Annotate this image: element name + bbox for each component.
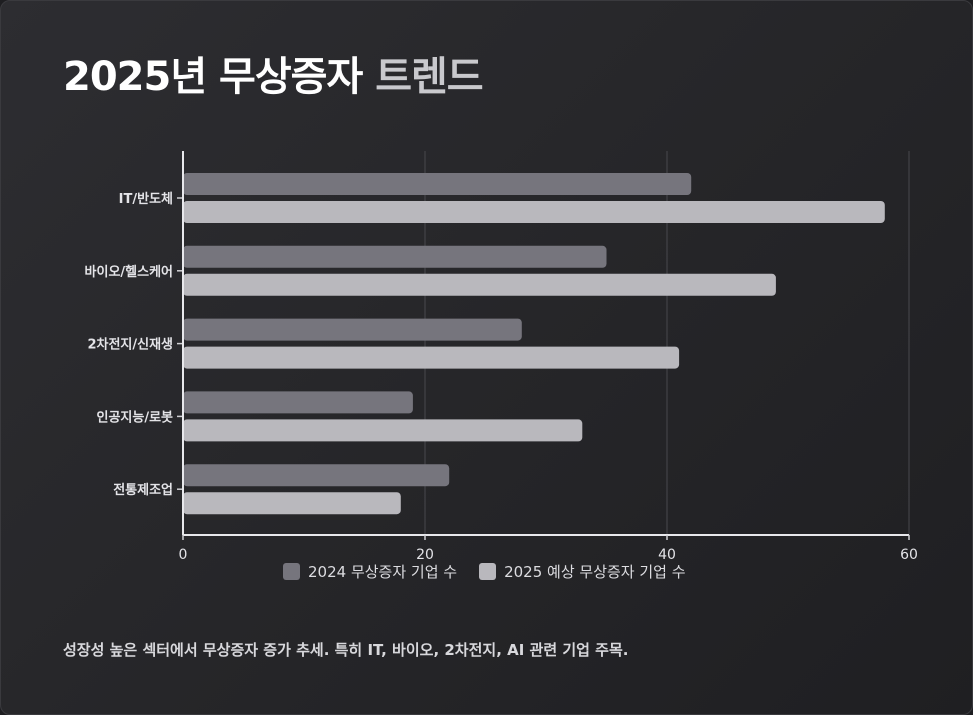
bar-2025-0 — [183, 201, 885, 223]
y-tick-label-0: IT/반도체 — [119, 191, 173, 207]
bar-2025-3 — [183, 419, 583, 442]
bar-2025-2 — [183, 346, 680, 369]
x-tick-label-0: 0 — [179, 547, 188, 563]
x-tick-label-3: 60 — [900, 547, 918, 563]
legend-swatch-2024 — [283, 562, 300, 580]
title-part-2: 트렌드 — [375, 54, 483, 100]
y-tick-label-2: 2차전지/신재생 — [87, 337, 173, 353]
bar-2024-0 — [183, 173, 692, 195]
chart-legend: 2024 무상증자 기업 수 2025 예상 무상증자 기업 수 — [283, 559, 686, 583]
x-tick-label-2: 40 — [658, 547, 676, 563]
bar-2024-1 — [183, 245, 607, 268]
legend-item-2025[interactable]: 2025 예상 무상증자 기업 수 — [479, 561, 686, 582]
y-tick-label-4: 전통제조업 — [113, 482, 173, 498]
bar-2024-2 — [183, 318, 522, 341]
bar-2025-4 — [183, 492, 401, 515]
bar-2024-3 — [183, 391, 413, 414]
footnote: 성장성 높은 섹터에서 무상증자 증가 추세. 특히 IT, 바이오, 2차전지… — [63, 641, 629, 659]
y-tick-label-1: 바이오/헬스케어 — [85, 264, 173, 280]
y-tick-label-3: 인공지능/로봇 — [96, 409, 173, 425]
bar-2024-4 — [183, 464, 450, 487]
legend-item-2024[interactable]: 2024 무상증자 기업 수 — [283, 561, 457, 582]
bar-2025-1 — [183, 273, 776, 296]
title-part-1: 2025년 무상증자 — [63, 54, 363, 100]
legend-label-2025: 2025 예상 무상증자 기업 수 — [504, 562, 686, 581]
legend-label-2024: 2024 무상증자 기업 수 — [308, 562, 458, 581]
page-title: 2025년 무상증자 트렌드 — [63, 49, 484, 105]
legend-swatch-2025 — [479, 562, 497, 580]
x-tick-label-1: 20 — [416, 547, 434, 563]
